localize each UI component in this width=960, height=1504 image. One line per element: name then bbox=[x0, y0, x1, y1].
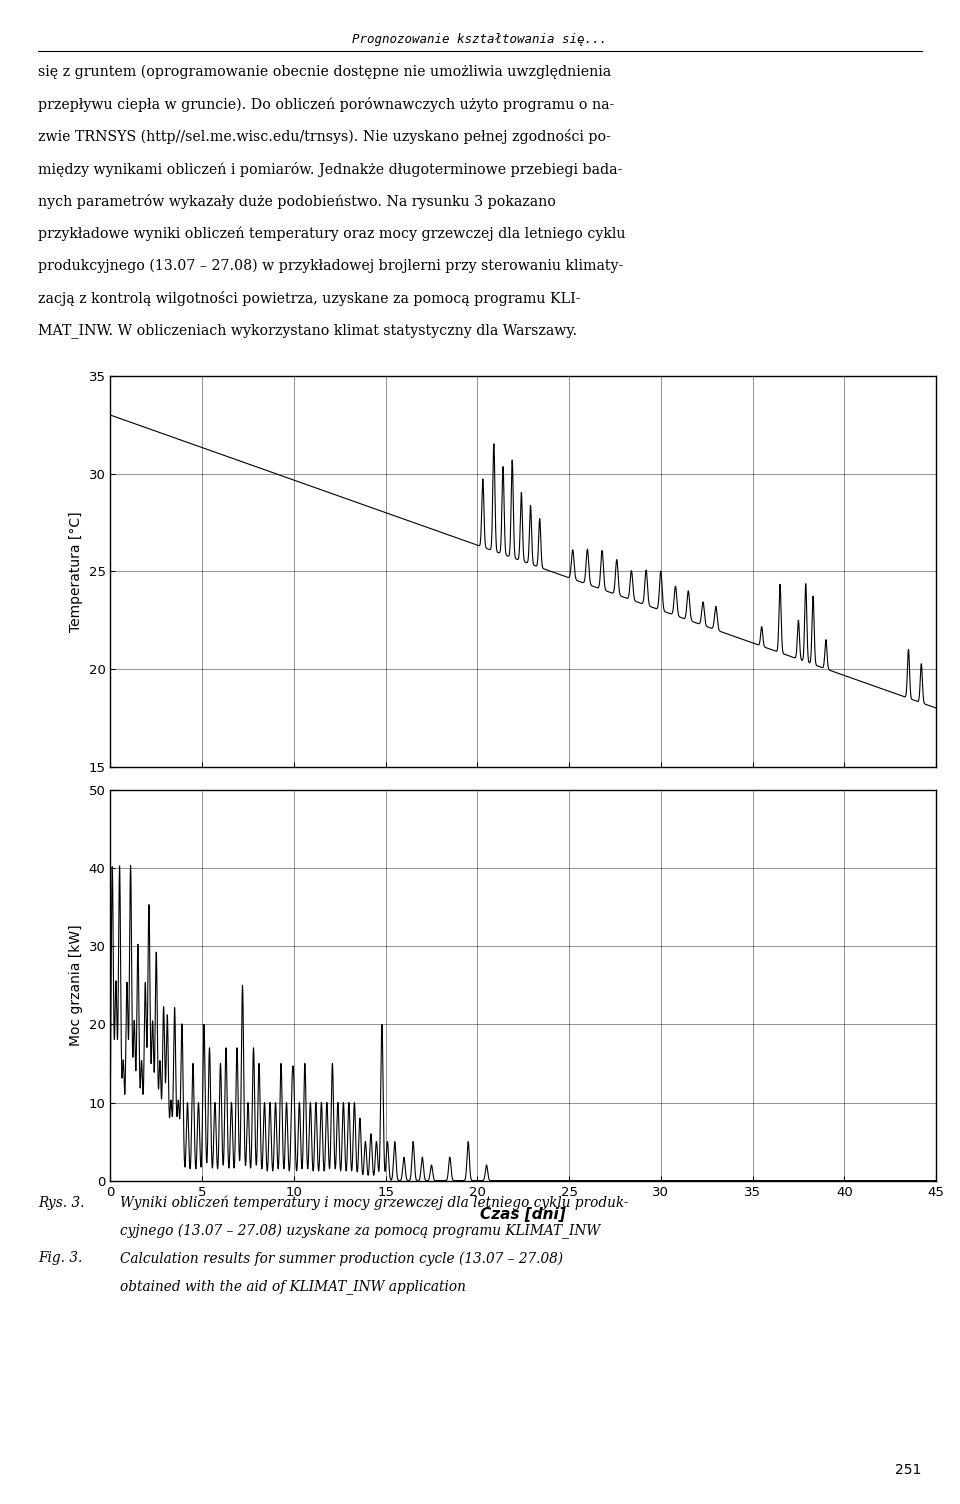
Text: Prognozowanie kształtowania się...: Prognozowanie kształtowania się... bbox=[352, 33, 608, 47]
Text: Wyniki obliczeń temperatury i mocy grzewczej dla letniego cyklu produk-: Wyniki obliczeń temperatury i mocy grzew… bbox=[120, 1196, 629, 1211]
Text: się z gruntem (oprogramowanie obecnie dostępne nie umożliwia uwzględnienia: się z gruntem (oprogramowanie obecnie do… bbox=[38, 65, 612, 80]
Text: między wynikami obliczeń i pomiarów. Jednakże długoterminowe przebiegi bada-: między wynikami obliczeń i pomiarów. Jed… bbox=[38, 162, 623, 176]
Text: Rys. 3.: Rys. 3. bbox=[38, 1196, 84, 1209]
Text: produkcyjnego (13.07 – 27.08) w przykładowej brojlerni przy sterowaniu klimaty-: produkcyjnego (13.07 – 27.08) w przykład… bbox=[38, 259, 624, 274]
X-axis label: Czas [dni]: Czas [dni] bbox=[480, 1206, 566, 1221]
Text: 251: 251 bbox=[896, 1463, 922, 1477]
Y-axis label: Temperatura [°C]: Temperatura [°C] bbox=[69, 511, 83, 632]
Text: zwie TRNSYS (http//sel.me.wisc.edu/trnsys). Nie uzyskano pełnej zgodności po-: zwie TRNSYS (http//sel.me.wisc.edu/trnsy… bbox=[38, 129, 612, 144]
Text: przepływu ciepła w gruncie). Do obliczeń porównawczych użyto programu o na-: przepływu ciepła w gruncie). Do obliczeń… bbox=[38, 96, 614, 111]
Text: zacją z kontrolą wilgotności powietrza, uzyskane za pomocą programu KLI-: zacją z kontrolą wilgotności powietrza, … bbox=[38, 292, 581, 305]
Text: MAT_INW. W obliczeniach wykorzystano klimat statystyczny dla Warszawy.: MAT_INW. W obliczeniach wykorzystano kli… bbox=[38, 323, 578, 338]
Y-axis label: Moc grzania [kW]: Moc grzania [kW] bbox=[69, 925, 84, 1047]
Text: nych parametrów wykazały duże podobieństwo. Na rysunku 3 pokazano: nych parametrów wykazały duże podobieńst… bbox=[38, 194, 556, 209]
Text: Fig. 3.: Fig. 3. bbox=[38, 1251, 83, 1265]
Text: cyjnego (13.07 – 27.08) uzyskane za pomocą programu KLIMAT_INW: cyjnego (13.07 – 27.08) uzyskane za pomo… bbox=[120, 1224, 600, 1239]
Text: przykładowe wyniki obliczeń temperatury oraz mocy grzewczej dla letniego cyklu: przykładowe wyniki obliczeń temperatury … bbox=[38, 227, 626, 241]
Text: obtained with the aid of KLIMAT_INW application: obtained with the aid of KLIMAT_INW appl… bbox=[120, 1278, 466, 1293]
Text: Calculation results for summer production cycle (13.07 – 27.08): Calculation results for summer productio… bbox=[120, 1251, 564, 1266]
